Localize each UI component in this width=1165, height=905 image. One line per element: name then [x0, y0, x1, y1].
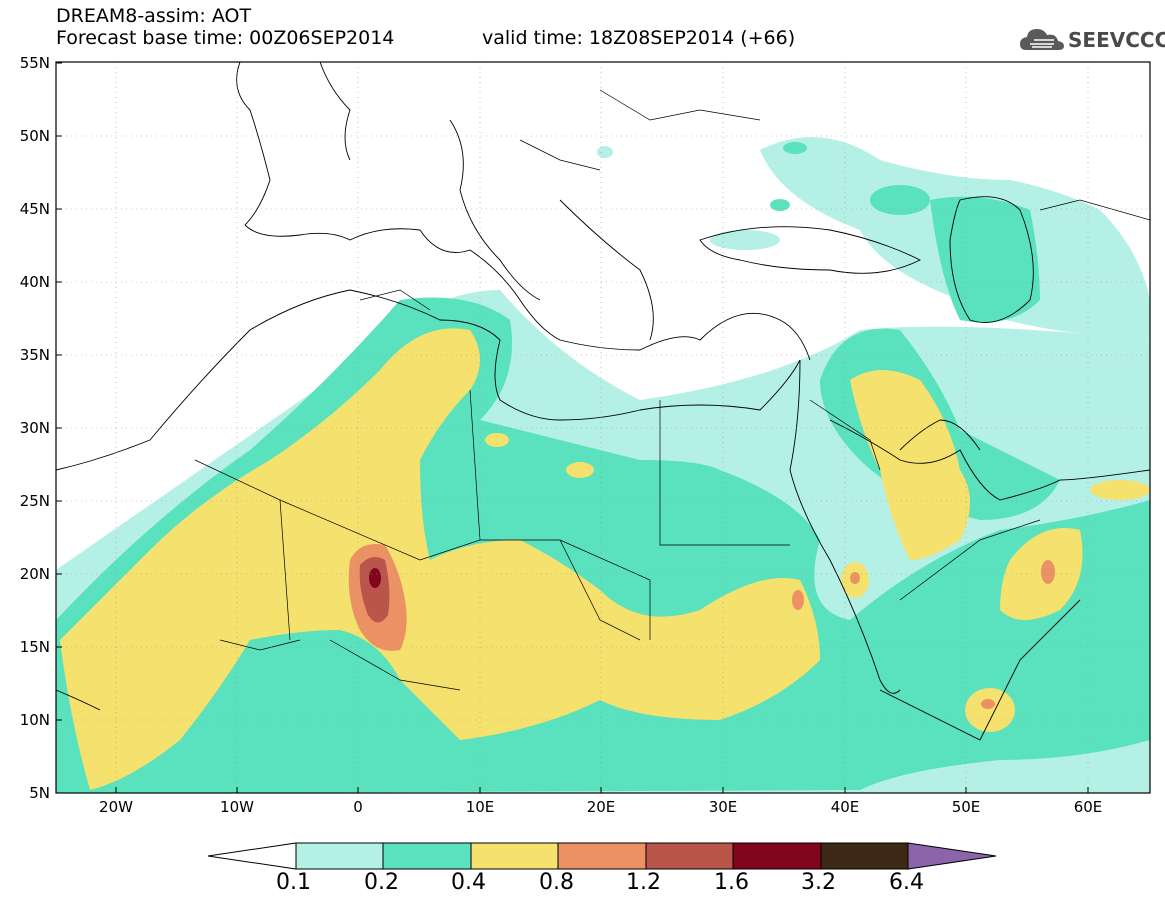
lon-label: 30E	[709, 798, 738, 816]
lon-label: 20W	[99, 798, 133, 816]
lon-label: 50E	[952, 798, 981, 816]
colorbar-upper-arrow	[907, 842, 997, 870]
colorbar-label: 1.6	[714, 870, 749, 895]
colorbar-label: 0.8	[539, 870, 574, 895]
colorbar-label: 0.2	[364, 870, 399, 895]
seevccc-logo: SEEVCCC	[1018, 22, 1165, 58]
aot-level-1.2	[359, 556, 390, 623]
lat-label: 20N	[20, 565, 50, 583]
forecast-base-time: Forecast base time: 00Z06SEP2014	[56, 27, 395, 49]
colorbar-bin	[645, 842, 734, 870]
cloud-icon	[1020, 29, 1064, 50]
lon-label: 10E	[466, 798, 495, 816]
colorbar-bin	[470, 842, 559, 870]
lat-label: 35N	[20, 346, 50, 364]
colorbar-bin	[295, 842, 384, 870]
colorbar-bin	[820, 842, 909, 870]
lat-label: 30N	[20, 419, 50, 437]
colorbar-bin	[732, 842, 822, 870]
lat-label: 10N	[20, 711, 50, 729]
lon-label: 40E	[831, 798, 860, 816]
lat-label: 45N	[20, 200, 50, 218]
logo-text: SEEVCCC	[1068, 28, 1165, 52]
lat-label: 5N	[29, 784, 50, 802]
lon-label: 20E	[587, 798, 616, 816]
colorbar-bin	[382, 842, 472, 870]
colorbar-label: 3.2	[801, 870, 836, 895]
aot-field	[56, 62, 1150, 793]
map-title: DREAM8-assim: AOT	[56, 5, 252, 27]
country-borders	[194, 89, 1150, 691]
lat-label: 15N	[20, 638, 50, 656]
lon-label: 10W	[220, 798, 254, 816]
colorbar-label: 1.2	[626, 870, 661, 895]
aot-level-0.4	[60, 328, 1150, 790]
colorbar	[207, 842, 997, 870]
colorbar-lower-arrow	[207, 842, 297, 870]
valid-time: valid time: 18Z08SEP2014 (+66)	[482, 27, 796, 49]
lat-label: 25N	[20, 492, 50, 510]
colorbar-label: 0.4	[451, 870, 486, 895]
lat-label: 55N	[20, 54, 50, 72]
lon-label: 60E	[1074, 798, 1103, 816]
lat-label: 40N	[20, 273, 50, 291]
lon-label: 0	[353, 798, 363, 816]
coastlines	[56, 62, 1150, 741]
colorbar-bin	[557, 842, 647, 870]
graticule	[56, 62, 1150, 793]
lat-label: 50N	[20, 127, 50, 145]
axis-ticks	[56, 62, 1089, 793]
colorbar-label: 0.1	[276, 870, 311, 895]
colorbar-label: 6.4	[889, 870, 924, 895]
aot-level-1.6	[369, 568, 381, 588]
